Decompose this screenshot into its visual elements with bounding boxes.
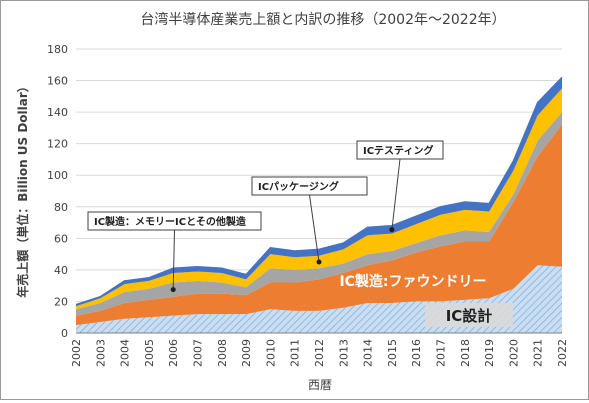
callout-leader [391,158,401,230]
x-tick-label: 2004 [119,339,132,367]
x-tick-label: 2007 [192,339,205,367]
y-tick-label: 120 [47,138,68,151]
callout-label: ICテスティング [363,144,433,157]
x-tick-labels: 2002 2003 2004 2005 2006 2007 2008 2009 2010 2011… [70,339,569,367]
y-tick-label: 140 [47,106,68,119]
y-tick-label: 40 [54,264,68,277]
y-axis-label: 年売上額（単位：Billion US Dollar） [15,80,30,298]
x-tick-label: 2011 [289,339,302,367]
y-tick-labels: 0 20 40 60 80 100 120 140 160 180 [47,43,68,340]
callout-leader [309,194,320,263]
callout-box [87,211,262,231]
y-tick-label: 0 [61,327,68,340]
callout-dot [389,227,395,233]
callout-box [251,176,368,196]
chart-title: 台湾半導体産業売上額と内訳の推移（2002年～2022年） [140,11,505,28]
y-tick-label: 80 [54,201,68,214]
x-tick-label: 2002 [70,339,83,367]
area-series-3 [76,88,562,310]
x-tick-label: 2017 [435,339,448,367]
callout-label: IC製造：メモリーICとその他製造 [94,215,247,228]
x-tick-label: 2010 [264,339,277,367]
callout-box [356,140,444,160]
total-outline [75,76,563,306]
x-tick-label: 2008 [216,339,229,367]
callout-leader [172,229,175,290]
design-label: IC設計 [446,307,493,325]
x-tick-label: 2009 [240,339,253,367]
x-tick-label: 2018 [459,339,472,367]
x-tick-label: 2019 [483,339,496,367]
x-tick-label: 2015 [386,339,399,367]
y-tick-label: 60 [54,232,68,245]
area-series-4 [76,77,562,307]
y-tick-label: 100 [47,169,68,182]
callout-dot [170,287,176,293]
callout-dot [316,259,322,265]
y-tick-label: 20 [54,295,68,308]
area-series-1 [76,124,562,326]
x-tick-label: 2016 [410,339,423,367]
area-series-2 [76,112,562,316]
x-tick-label: 2006 [167,339,180,367]
y-tick-label: 160 [47,75,68,88]
area-series [75,76,563,333]
design-label-box [425,303,513,327]
y-tick-label: 180 [47,43,68,56]
foundry-label: IC製造:ファウンドリー [339,273,486,290]
x-tick-label: 2005 [143,339,156,367]
x-tick-label: 2022 [556,339,569,367]
x-tick-label: 2013 [337,339,350,367]
x-tick-label: 2012 [313,339,326,367]
x-tick-label: 2021 [532,339,545,367]
x-axis-label: 西暦 [308,378,332,392]
annotations: IC製造：メモリーICとその他製造 ICパッケージング ICテスティング IC製造:フ… [87,140,513,327]
x-tick-label: 2003 [94,339,107,367]
x-tick-label: 2014 [362,339,375,367]
callout-label: ICパッケージング [258,180,339,193]
x-tick-label: 2020 [507,339,520,367]
